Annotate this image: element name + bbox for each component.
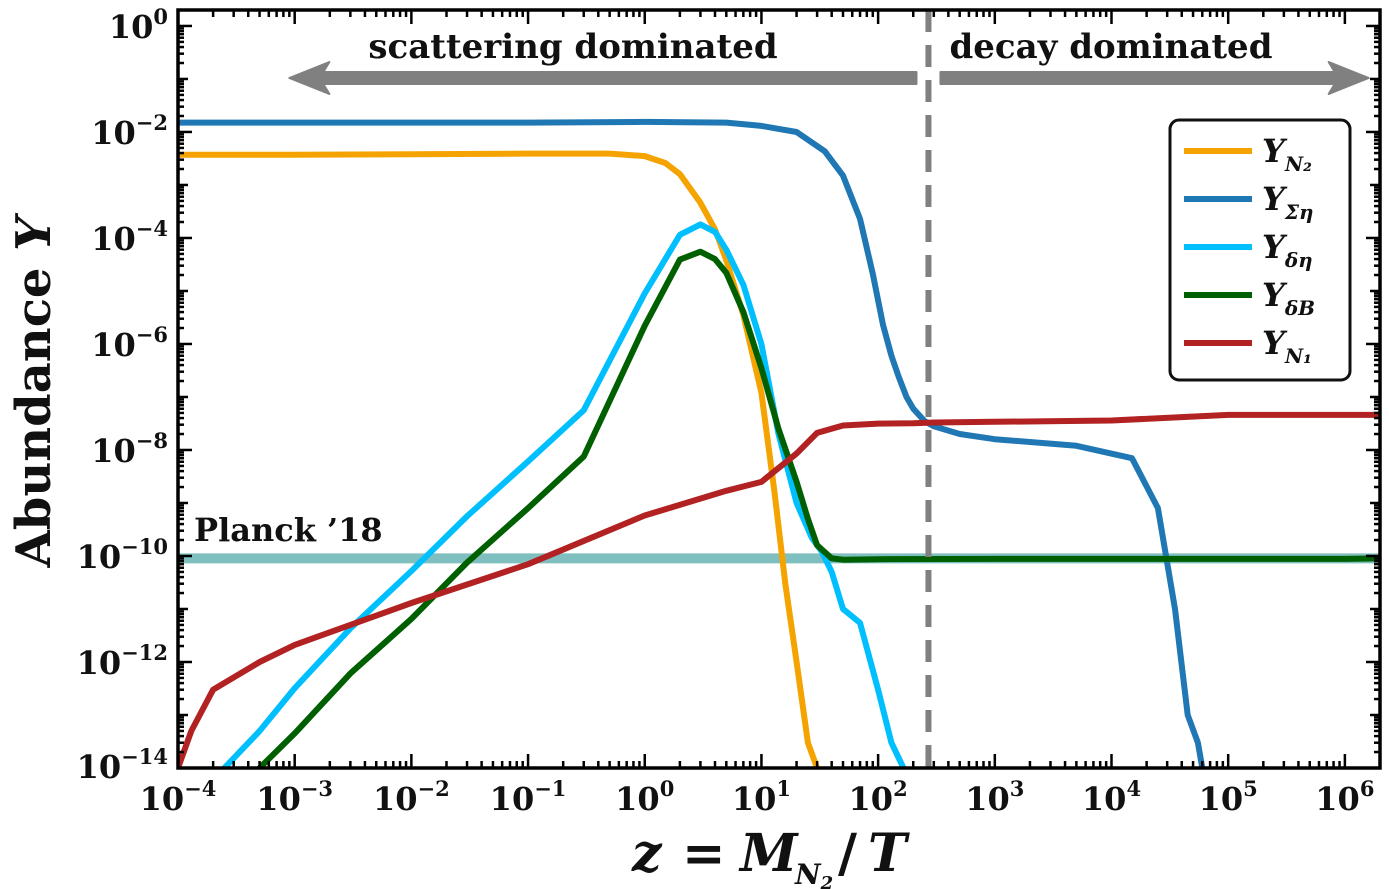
y-tick-label: 10−2 xyxy=(91,110,168,152)
x-tick-label: 103 xyxy=(965,776,1024,818)
svg-text:Abundance Y: Abundance Y xyxy=(6,212,62,569)
y-tick-label: 10−12 xyxy=(77,640,168,682)
series-line-y-sigma-eta xyxy=(178,118,1206,768)
legend-entry-y-n2: YN₂ xyxy=(1184,132,1312,176)
x-tick-label: 104 xyxy=(1082,776,1141,818)
planck-label: Planck ’18 xyxy=(194,511,383,549)
x-tick-label: 10−1 xyxy=(490,776,567,818)
svg-text:=: = xyxy=(682,823,726,884)
x-tick-label: 105 xyxy=(1199,776,1258,818)
svg-text:M: M xyxy=(738,823,799,884)
y-tick-label: 10−10 xyxy=(77,534,168,576)
y-tick-label: 10−14 xyxy=(77,744,168,786)
annotation-scattering-dominated: scattering dominated xyxy=(368,27,777,67)
plot-frame xyxy=(176,8,1382,770)
legend-label: YΣη xyxy=(1262,180,1314,224)
y-axis-title: Abundance Y xyxy=(6,212,62,569)
series-line-y-delta-b xyxy=(256,248,1380,768)
legend-label: YN₂ xyxy=(1262,132,1312,176)
x-axis-title: z = M N2 / T xyxy=(631,823,910,889)
svg-text:N2: N2 xyxy=(794,858,833,889)
annotation-decay-dominated: decay dominated xyxy=(950,27,1273,67)
x-tick-label: 106 xyxy=(1315,776,1374,818)
legend-label: Yδη xyxy=(1262,228,1313,272)
x-tick-label: 101 xyxy=(732,776,791,818)
svg-text:/: / xyxy=(838,823,857,884)
legend-entry-y-sigma-eta: YΣη xyxy=(1184,180,1314,224)
arrow-scattering-dominated xyxy=(288,61,918,95)
x-tick-label: 10−4 xyxy=(140,776,217,818)
series-line-y-n1 xyxy=(178,411,1380,768)
legend-entry-y-n1: YN₁ xyxy=(1184,324,1312,368)
svg-text:z: z xyxy=(631,823,663,884)
legend-label: YN₁ xyxy=(1262,324,1312,368)
x-tick-label: 100 xyxy=(615,776,674,818)
legend-label: YδB xyxy=(1262,276,1315,320)
y-tick-label: 10−4 xyxy=(91,216,168,258)
legend-entry-y-delta-b: YδB xyxy=(1184,276,1315,320)
x-tick-label: 10−2 xyxy=(373,776,450,818)
x-tick-label: 10−3 xyxy=(256,776,333,818)
arrow-decay-dominated xyxy=(939,61,1370,95)
y-tick-label: 100 xyxy=(109,4,168,46)
svg-text:T: T xyxy=(868,823,910,884)
y-tick-label: 10−8 xyxy=(91,428,168,470)
legend-entry-y-delta-eta: Yδη xyxy=(1184,228,1313,272)
y-tick-label: 10−6 xyxy=(91,322,168,364)
legend-box xyxy=(1168,118,1352,382)
series-line-y-n2 xyxy=(178,150,821,768)
x-tick-label: 102 xyxy=(849,776,908,818)
series-line-y-delta-eta xyxy=(221,221,907,768)
